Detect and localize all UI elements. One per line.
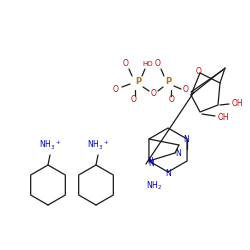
Text: NH$_3$$^+$: NH$_3$$^+$ [39, 138, 61, 151]
Text: N: N [175, 148, 181, 158]
Text: O: O [183, 86, 189, 94]
Text: O: O [196, 66, 202, 76]
Text: OH: OH [232, 100, 243, 108]
Text: P: P [135, 78, 141, 86]
Text: HO: HO [143, 61, 153, 67]
Text: N: N [147, 156, 153, 166]
Text: O: O [123, 60, 129, 68]
Text: NH$_2$: NH$_2$ [146, 180, 162, 192]
Text: P: P [165, 78, 171, 86]
Text: N: N [183, 134, 189, 143]
Text: O: O [169, 96, 175, 104]
Text: O: O [113, 86, 119, 94]
Text: NH$_3$$^+$: NH$_3$$^+$ [87, 138, 109, 151]
Text: OH: OH [218, 114, 230, 122]
Text: N: N [165, 168, 171, 177]
Text: O: O [155, 60, 161, 68]
Text: O: O [151, 90, 157, 98]
Text: O: O [131, 96, 137, 104]
Text: N: N [148, 158, 154, 168]
